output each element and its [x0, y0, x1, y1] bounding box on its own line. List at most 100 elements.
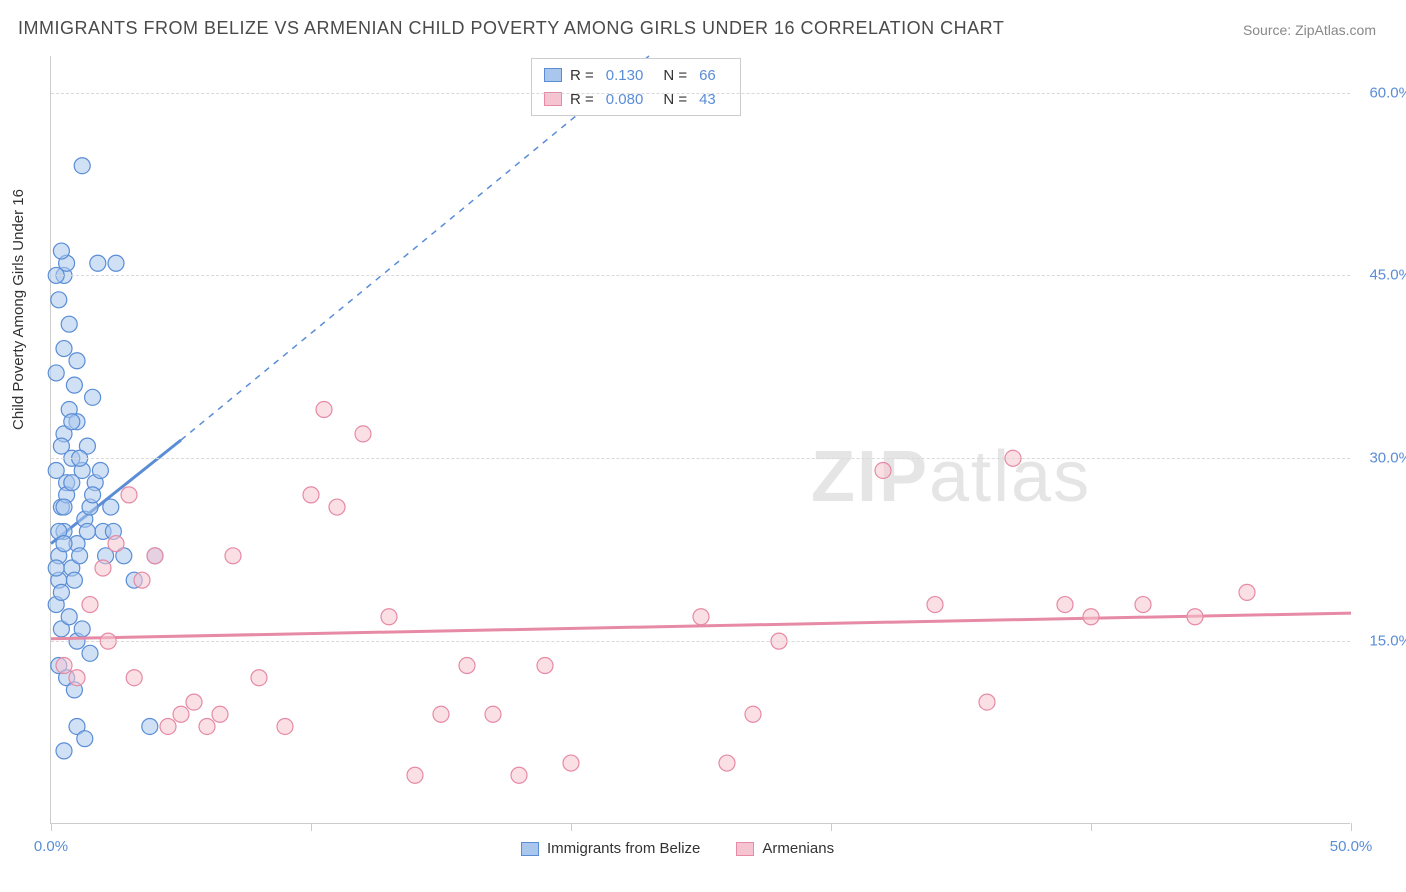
legend-top-row-0: R = 0.130 N = 66 [544, 63, 728, 87]
legend-bottom-item-1: Armenians [736, 840, 834, 857]
x-tick [51, 823, 52, 831]
x-tick [1351, 823, 1352, 831]
data-point [927, 597, 943, 613]
data-point [66, 377, 82, 393]
gridline [51, 641, 1350, 642]
data-point [251, 670, 267, 686]
data-point [329, 499, 345, 515]
data-point [56, 536, 72, 552]
data-point [433, 706, 449, 722]
data-point [355, 426, 371, 442]
data-point [1057, 597, 1073, 613]
legend-n-label: N = [663, 67, 687, 84]
data-point [90, 255, 106, 271]
data-point [51, 292, 67, 308]
data-point [225, 548, 241, 564]
data-point [126, 670, 142, 686]
data-point [979, 694, 995, 710]
data-point [53, 584, 69, 600]
gridline [51, 93, 1350, 94]
data-point [407, 767, 423, 783]
data-point [511, 767, 527, 783]
data-point [74, 158, 90, 174]
data-point [77, 731, 93, 747]
data-point [186, 694, 202, 710]
data-point [459, 658, 475, 674]
data-point [121, 487, 137, 503]
y-tick-label: 30.0% [1369, 450, 1406, 467]
data-point [85, 487, 101, 503]
legend-top-row-1: R = 0.080 N = 43 [544, 87, 728, 111]
data-point [160, 718, 176, 734]
data-point [303, 487, 319, 503]
chart-svg [51, 56, 1350, 823]
gridline [51, 458, 1350, 459]
data-point [212, 706, 228, 722]
source-label: Source: ZipAtlas.com [1243, 22, 1376, 38]
data-point [64, 414, 80, 430]
x-tick [1091, 823, 1092, 831]
plot-area: ZIPatlas R = 0.130 N = 66 R = 0.080 N = … [50, 56, 1350, 824]
data-point [316, 402, 332, 418]
legend-r-value: 0.130 [606, 67, 644, 84]
data-point [74, 621, 90, 637]
data-point [134, 572, 150, 588]
data-point [103, 499, 119, 515]
x-tick-label: 0.0% [34, 838, 68, 855]
legend-swatch-icon [736, 842, 754, 856]
data-point [563, 755, 579, 771]
legend-top: R = 0.130 N = 66 R = 0.080 N = 43 [531, 58, 741, 116]
data-point [53, 438, 69, 454]
chart-title: IMMIGRANTS FROM BELIZE VS ARMENIAN CHILD… [18, 18, 1004, 39]
x-tick-label: 50.0% [1330, 838, 1373, 855]
data-point [79, 523, 95, 539]
x-tick [311, 823, 312, 831]
data-point [66, 572, 82, 588]
legend-swatch-icon [544, 92, 562, 106]
data-point [56, 743, 72, 759]
data-point [95, 560, 111, 576]
data-point [69, 353, 85, 369]
data-point [875, 462, 891, 478]
legend-bottom-label: Immigrants from Belize [547, 840, 700, 857]
data-point [108, 255, 124, 271]
data-point [485, 706, 501, 722]
data-point [693, 609, 709, 625]
data-point [277, 718, 293, 734]
data-point [56, 658, 72, 674]
data-point [1239, 584, 1255, 600]
data-point [69, 670, 85, 686]
data-point [56, 499, 72, 515]
data-point [85, 389, 101, 405]
data-point [61, 316, 77, 332]
data-point [82, 597, 98, 613]
data-point [1187, 609, 1203, 625]
legend-swatch-icon [521, 842, 539, 856]
data-point [381, 609, 397, 625]
legend-n-value: 66 [699, 67, 716, 84]
data-point [82, 645, 98, 661]
y-tick-label: 60.0% [1369, 84, 1406, 101]
data-point [719, 755, 735, 771]
data-point [53, 243, 69, 259]
legend-bottom-label: Armenians [762, 840, 834, 857]
data-point [147, 548, 163, 564]
data-point [61, 609, 77, 625]
data-point [1135, 597, 1151, 613]
data-point [745, 706, 761, 722]
data-point [48, 560, 64, 576]
legend-r-label: R = [570, 67, 594, 84]
data-point [142, 718, 158, 734]
legend-swatch-icon [544, 68, 562, 82]
data-point [92, 462, 108, 478]
gridline [51, 275, 1350, 276]
y-tick-label: 45.0% [1369, 267, 1406, 284]
data-point [72, 548, 88, 564]
data-point [48, 365, 64, 381]
data-point [48, 462, 64, 478]
legend-bottom-item-0: Immigrants from Belize [521, 840, 700, 857]
data-point [64, 475, 80, 491]
y-axis-label: Child Poverty Among Girls Under 16 [10, 189, 27, 430]
data-point [108, 536, 124, 552]
data-point [56, 341, 72, 357]
